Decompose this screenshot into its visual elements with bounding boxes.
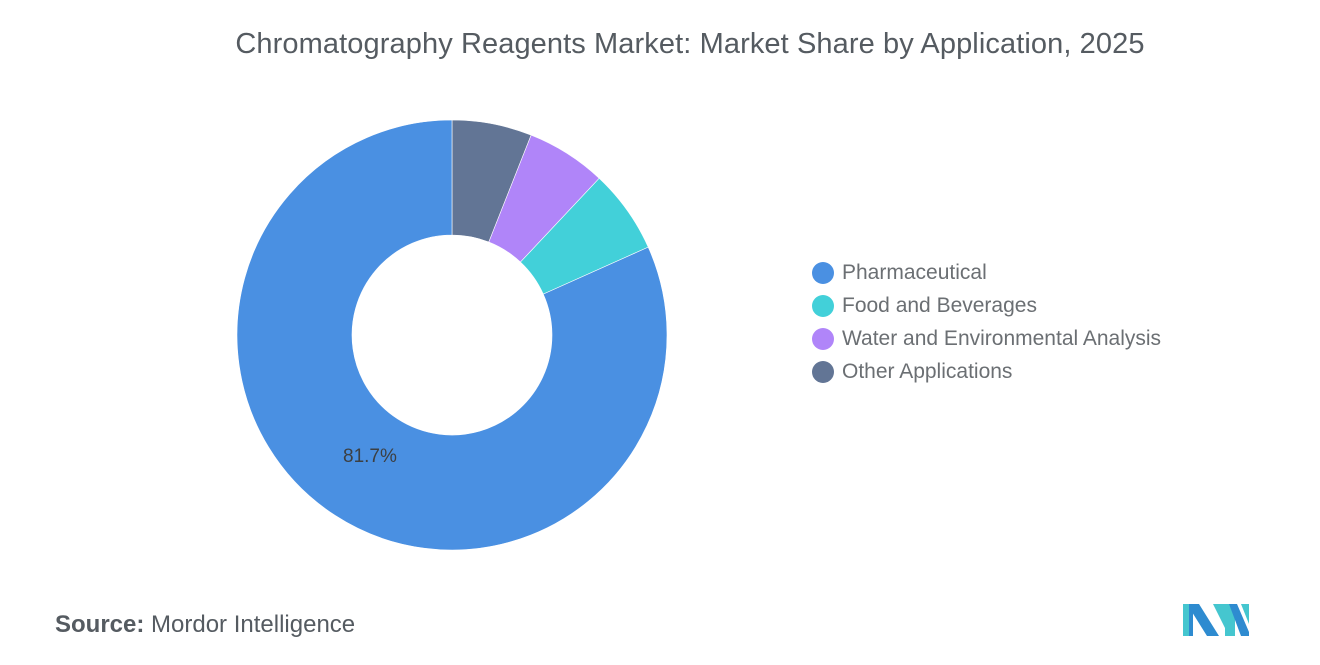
legend-item-water-environmental[interactable]: Water and Environmental Analysis: [812, 322, 1161, 355]
source-value: Mordor Intelligence: [151, 611, 356, 638]
donut-slices: [236, 119, 668, 551]
legend-marker-icon: [812, 327, 834, 350]
chart-title: Chromatography Reagents Market: Market S…: [235, 28, 1145, 60]
legend-item-pharmaceutical[interactable]: Pharmaceutical: [812, 256, 1161, 289]
legend-label: Food and Beverages: [842, 293, 1037, 317]
legend-marker-icon: [812, 294, 834, 317]
legend-marker-icon: [812, 360, 834, 383]
mordor-intelligence-logo-icon: [1183, 604, 1249, 636]
legend: Pharmaceutical Food and Beverages Water …: [812, 256, 1161, 388]
legend-label: Water and Environmental Analysis: [842, 326, 1162, 350]
source-label: Source:: [55, 611, 145, 638]
slice-pharmaceutical[interactable]: [236, 119, 668, 551]
legend-item-other-applications[interactable]: Other Applications: [812, 355, 1161, 388]
source-note: Source: Mordor Intelligence: [55, 611, 355, 639]
legend-item-food-and-beverages[interactable]: Food and Beverages: [812, 289, 1161, 322]
legend-marker-icon: [812, 261, 834, 284]
pharmaceutical-data-label: 81.7%: [343, 446, 397, 467]
legend-label: Other Applications: [842, 359, 1013, 383]
legend-label: Pharmaceutical: [842, 260, 987, 284]
